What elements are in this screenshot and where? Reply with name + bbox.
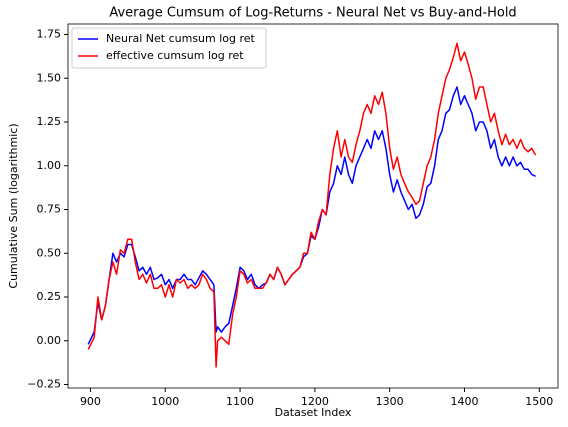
y-tick-label: 1.25 (37, 115, 62, 128)
x-axis-label: Dataset Index (275, 406, 352, 419)
y-tick-label: −0.25 (27, 378, 61, 391)
series-line (87, 42, 537, 368)
legend-label: effective cumsum log ret (106, 49, 244, 62)
y-tick-label: 0.25 (37, 290, 62, 303)
y-tick-label: 0.75 (37, 203, 62, 216)
x-tick-label: 1300 (376, 395, 404, 408)
y-tick-label: 1.00 (37, 159, 62, 172)
y-tick-label: 1.75 (37, 28, 62, 41)
y-tick-label: 0.00 (37, 334, 62, 347)
x-tick-label: 1500 (525, 395, 553, 408)
x-tick-label: 1200 (301, 395, 329, 408)
y-tick-label: 0.50 (37, 246, 62, 259)
legend-box (71, 27, 267, 69)
y-tick-label: 1.50 (37, 71, 62, 84)
x-tick-label: 900 (80, 395, 101, 408)
chart-title: Average Cumsum of Log-Returns - Neural N… (109, 6, 516, 21)
x-tick-label: 1400 (450, 395, 478, 408)
x-tick-label: 1100 (226, 395, 254, 408)
legend-label: Neural Net cumsum log ret (106, 32, 256, 45)
y-axis-label: Cumulative Sum (logarithmic) (7, 123, 20, 288)
x-tick-label: 1000 (151, 395, 179, 408)
plot-frame (67, 23, 559, 389)
